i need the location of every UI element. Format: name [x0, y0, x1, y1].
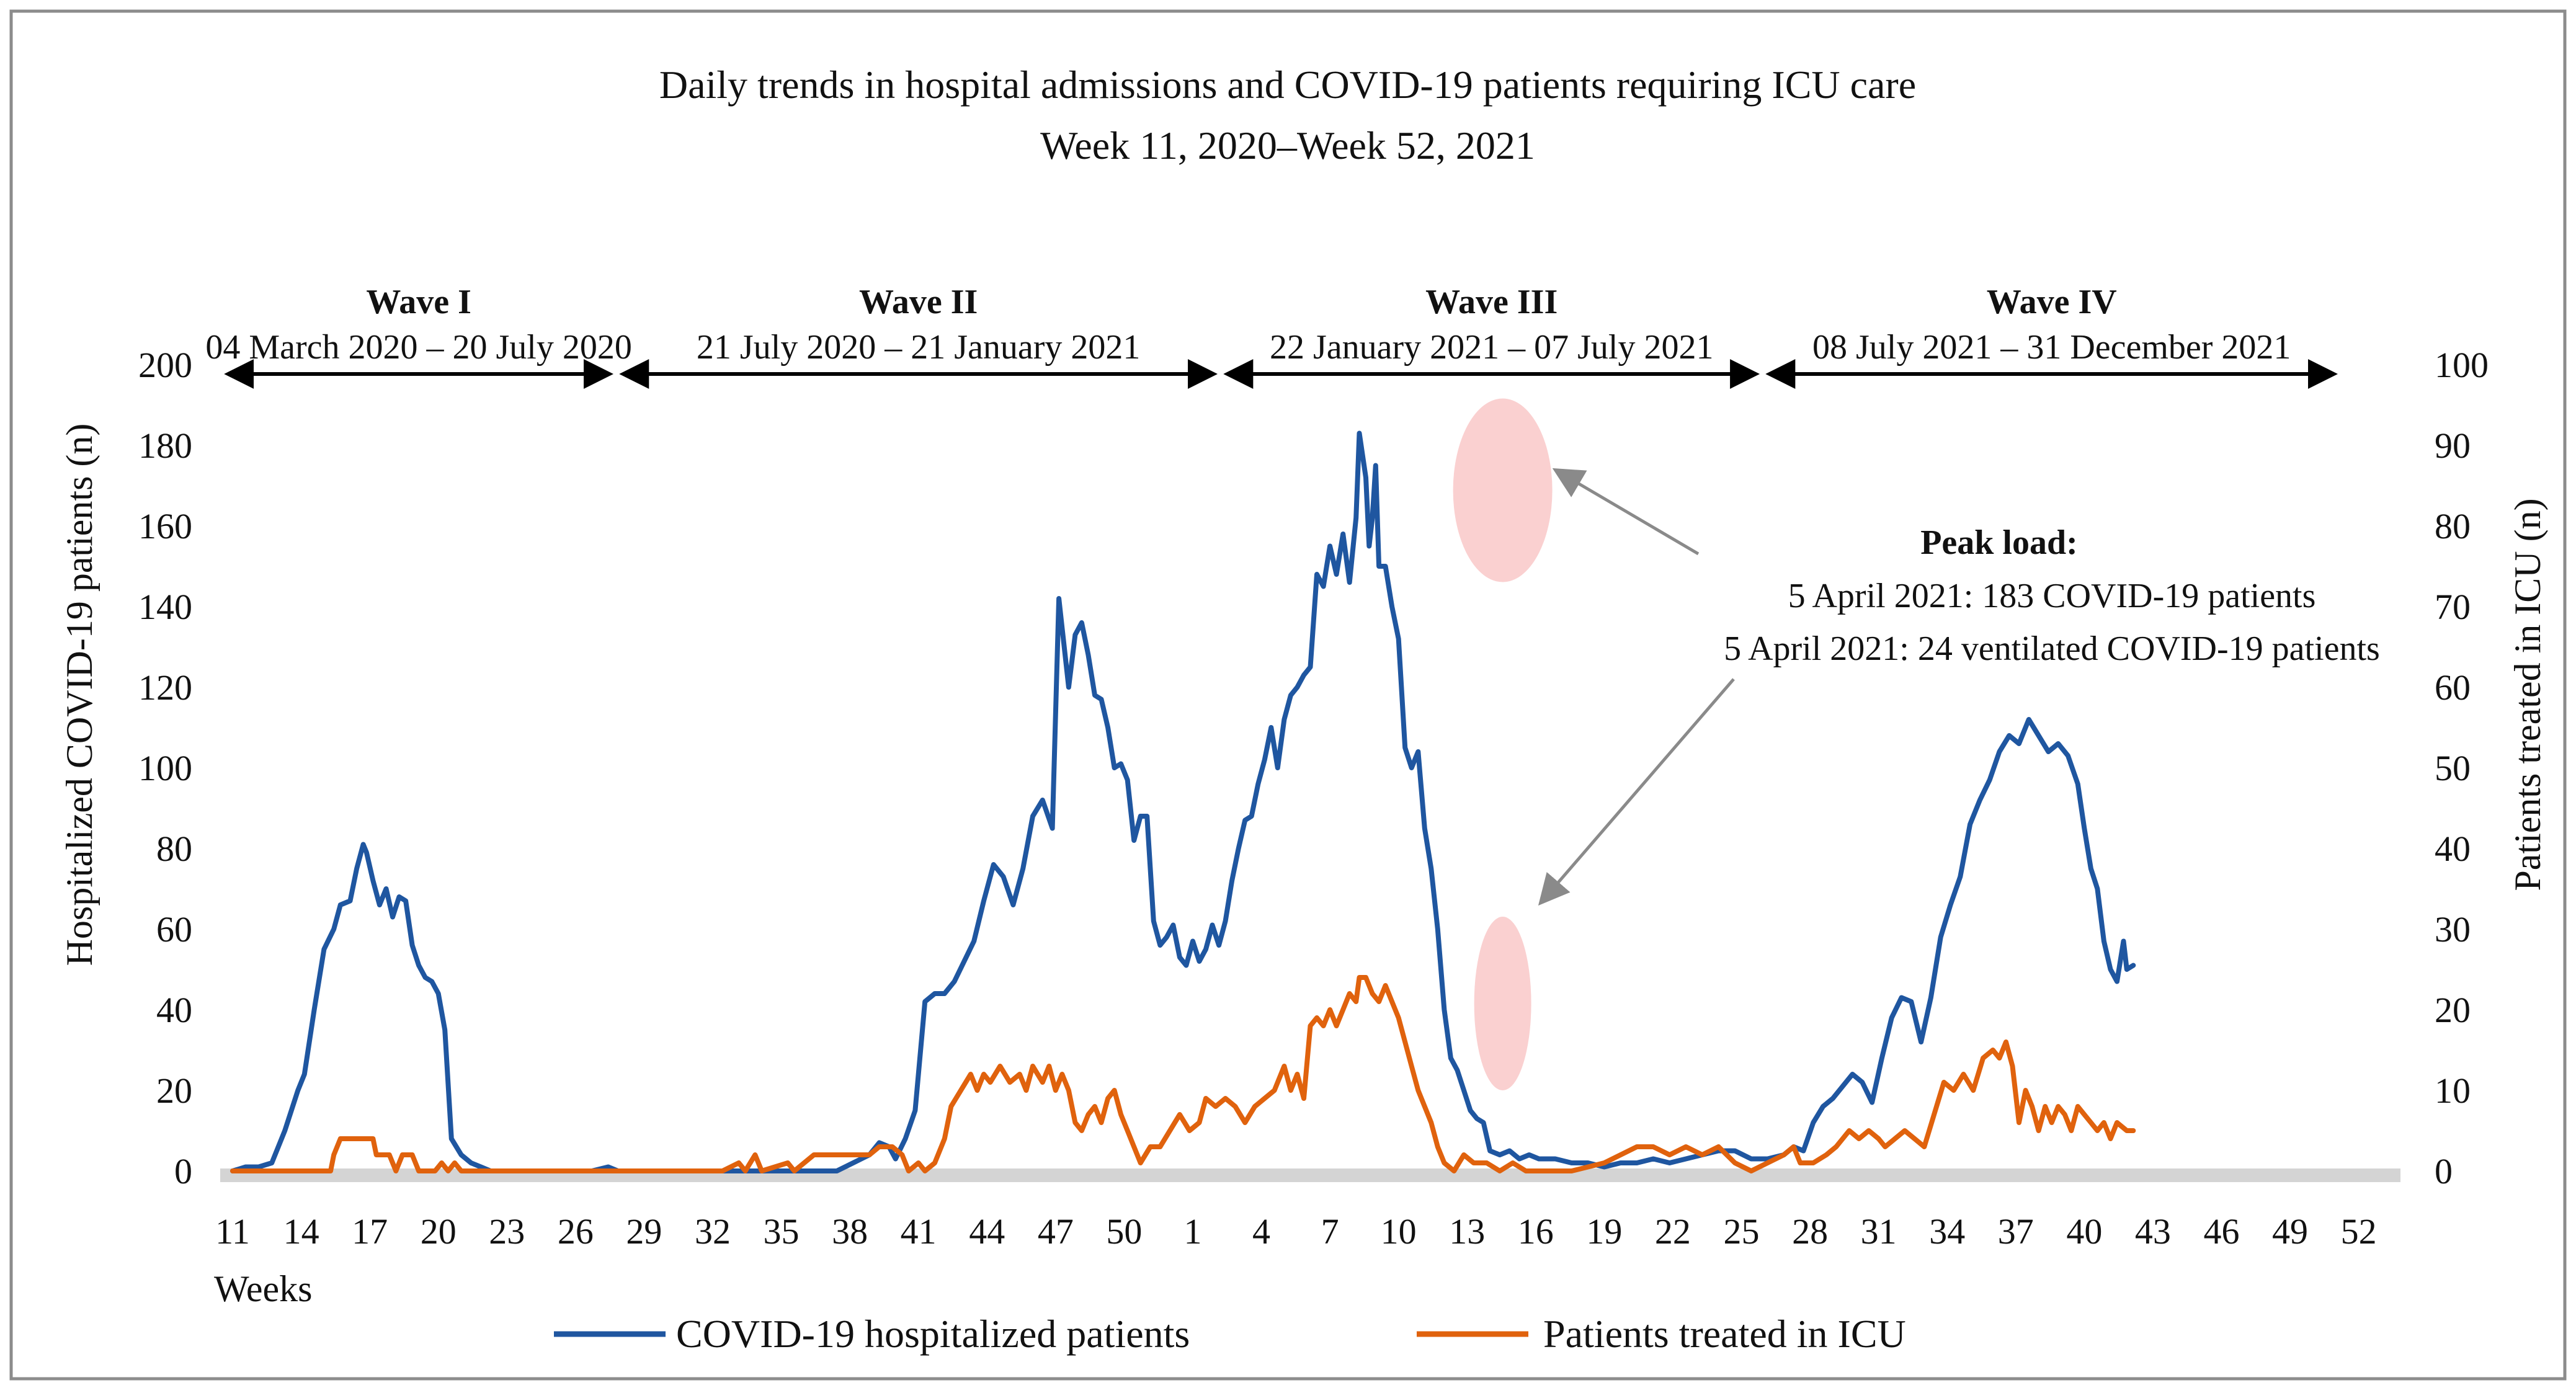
x-tick: 13 — [1449, 1211, 1485, 1252]
legend-label-hospitalized: COVID-19 hospitalized patients — [676, 1312, 1190, 1356]
y-tick-left: 140 — [138, 587, 192, 627]
x-tick: 1 — [1183, 1211, 1201, 1252]
chart-subtitle: Week 11, 2020–Week 52, 2021 — [1040, 123, 1535, 167]
x-tick: 7 — [1321, 1211, 1339, 1252]
y-tick-right: 80 — [2435, 506, 2471, 546]
annotation-arrows — [1538, 468, 1735, 906]
wave-name-4: Wave IV — [1987, 283, 2117, 321]
x-tick: 38 — [832, 1211, 868, 1252]
x-tick: 34 — [1929, 1211, 1965, 1252]
x-tick: 11 — [215, 1211, 250, 1252]
annotation-line-2: 5 April 2021: 24 ventilated COVID-19 pat… — [1724, 630, 2380, 668]
x-axis-title: Weeks — [214, 1268, 312, 1309]
y-tick-right: 100 — [2435, 345, 2489, 385]
x-tick: 41 — [901, 1211, 937, 1252]
wave-range-2: 21 July 2020 – 21 January 2021 — [697, 328, 1141, 367]
x-tick: 47 — [1038, 1211, 1074, 1252]
peak-highlights — [1453, 398, 1553, 1090]
y-tick-left: 100 — [138, 748, 192, 788]
x-tick: 32 — [695, 1211, 731, 1252]
wave-annotations: Wave I 04 March 2020 – 20 July 2020 Wave I… — [205, 283, 2338, 389]
y-tick-left: 80 — [156, 829, 192, 869]
annotation-arrow-hospitalized — [1552, 468, 1700, 556]
wave-range-3: 22 January 2021 – 07 July 2021 — [1270, 328, 1714, 367]
series-lines — [230, 430, 2136, 1173]
y-tick-left: 180 — [138, 425, 192, 466]
chart-title: Daily trends in hospital admissions and … — [659, 63, 1916, 107]
wave-name-1: Wave I — [366, 283, 471, 321]
x-tick: 49 — [2272, 1211, 2308, 1252]
y-tick-left: 200 — [138, 345, 192, 385]
x-tick: 35 — [764, 1211, 800, 1252]
y-tick-right: 50 — [2435, 748, 2471, 788]
x-tick: 37 — [1998, 1211, 2034, 1252]
series-line-icu — [230, 975, 2136, 1173]
wave-range-1: 04 March 2020 – 20 July 2020 — [205, 328, 632, 367]
wave-name-3: Wave III — [1425, 283, 1558, 321]
y-axis-left-title: Hospitalized COVID-19 patients (n) — [59, 424, 100, 966]
x-tick: 25 — [1724, 1211, 1760, 1252]
y-tick-left: 40 — [156, 990, 192, 1030]
x-tick: 50 — [1106, 1211, 1142, 1252]
y-axis-right-title: Patients treated in ICU (n) — [2507, 498, 2548, 891]
y-tick-left: 160 — [138, 506, 192, 546]
x-tick: 31 — [1861, 1211, 1897, 1252]
y-tick-right: 70 — [2435, 587, 2471, 627]
annotation: Peak load: 5 April 2021: 183 COVID-19 pa… — [1538, 468, 2380, 906]
x-tick: 17 — [352, 1211, 388, 1252]
legend-label-icu: Patients treated in ICU — [1543, 1312, 1906, 1356]
x-tick: 44 — [969, 1211, 1005, 1252]
x-tick: 10 — [1381, 1211, 1417, 1252]
wave-name-2: Wave II — [859, 283, 978, 321]
x-tick: 23 — [489, 1211, 525, 1252]
x-tick: 20 — [421, 1211, 457, 1252]
x-tick: 28 — [1792, 1211, 1828, 1252]
peak-highlight-icu — [1474, 917, 1531, 1090]
x-tick: 4 — [1252, 1211, 1270, 1252]
y-tick-left: 60 — [156, 909, 192, 950]
x-tick: 22 — [1655, 1211, 1691, 1252]
legend: COVID-19 hospitalized patients Patients … — [554, 1312, 1906, 1356]
x-tick: 19 — [1586, 1211, 1622, 1252]
y-tick-right: 90 — [2435, 425, 2471, 466]
annotation-arrow-icu — [1538, 678, 1735, 906]
annotation-line-1: 5 April 2021: 183 COVID-19 patients — [1788, 577, 2316, 615]
wave-range-4: 08 July 2021 – 31 December 2021 — [1812, 328, 2291, 367]
annotation-heading: Peak load: — [1920, 523, 2078, 562]
peak-highlight-hospitalized — [1453, 398, 1553, 582]
x-tick: 52 — [2341, 1211, 2377, 1252]
y-tick-right: 0 — [2435, 1151, 2453, 1191]
x-tick: 46 — [2203, 1211, 2239, 1252]
y-tick-right: 20 — [2435, 990, 2471, 1030]
y-tick-right: 60 — [2435, 667, 2471, 708]
x-tick: 43 — [2135, 1211, 2171, 1252]
y-tick-right: 10 — [2435, 1070, 2471, 1111]
x-tick: 29 — [626, 1211, 662, 1252]
x-tick: 40 — [2066, 1211, 2102, 1252]
y-tick-right: 40 — [2435, 829, 2471, 869]
x-tick: 26 — [558, 1211, 594, 1252]
y-tick-left: 120 — [138, 667, 192, 708]
x-tick: 14 — [283, 1211, 319, 1252]
chart-frame — [9, 9, 2567, 1381]
x-tick: 16 — [1518, 1211, 1554, 1252]
axes: 0204060801001201401601802000102030405060… — [138, 345, 2489, 1252]
y-tick-right: 30 — [2435, 909, 2471, 950]
y-tick-left: 20 — [156, 1070, 192, 1111]
y-tick-left: 0 — [174, 1151, 192, 1191]
